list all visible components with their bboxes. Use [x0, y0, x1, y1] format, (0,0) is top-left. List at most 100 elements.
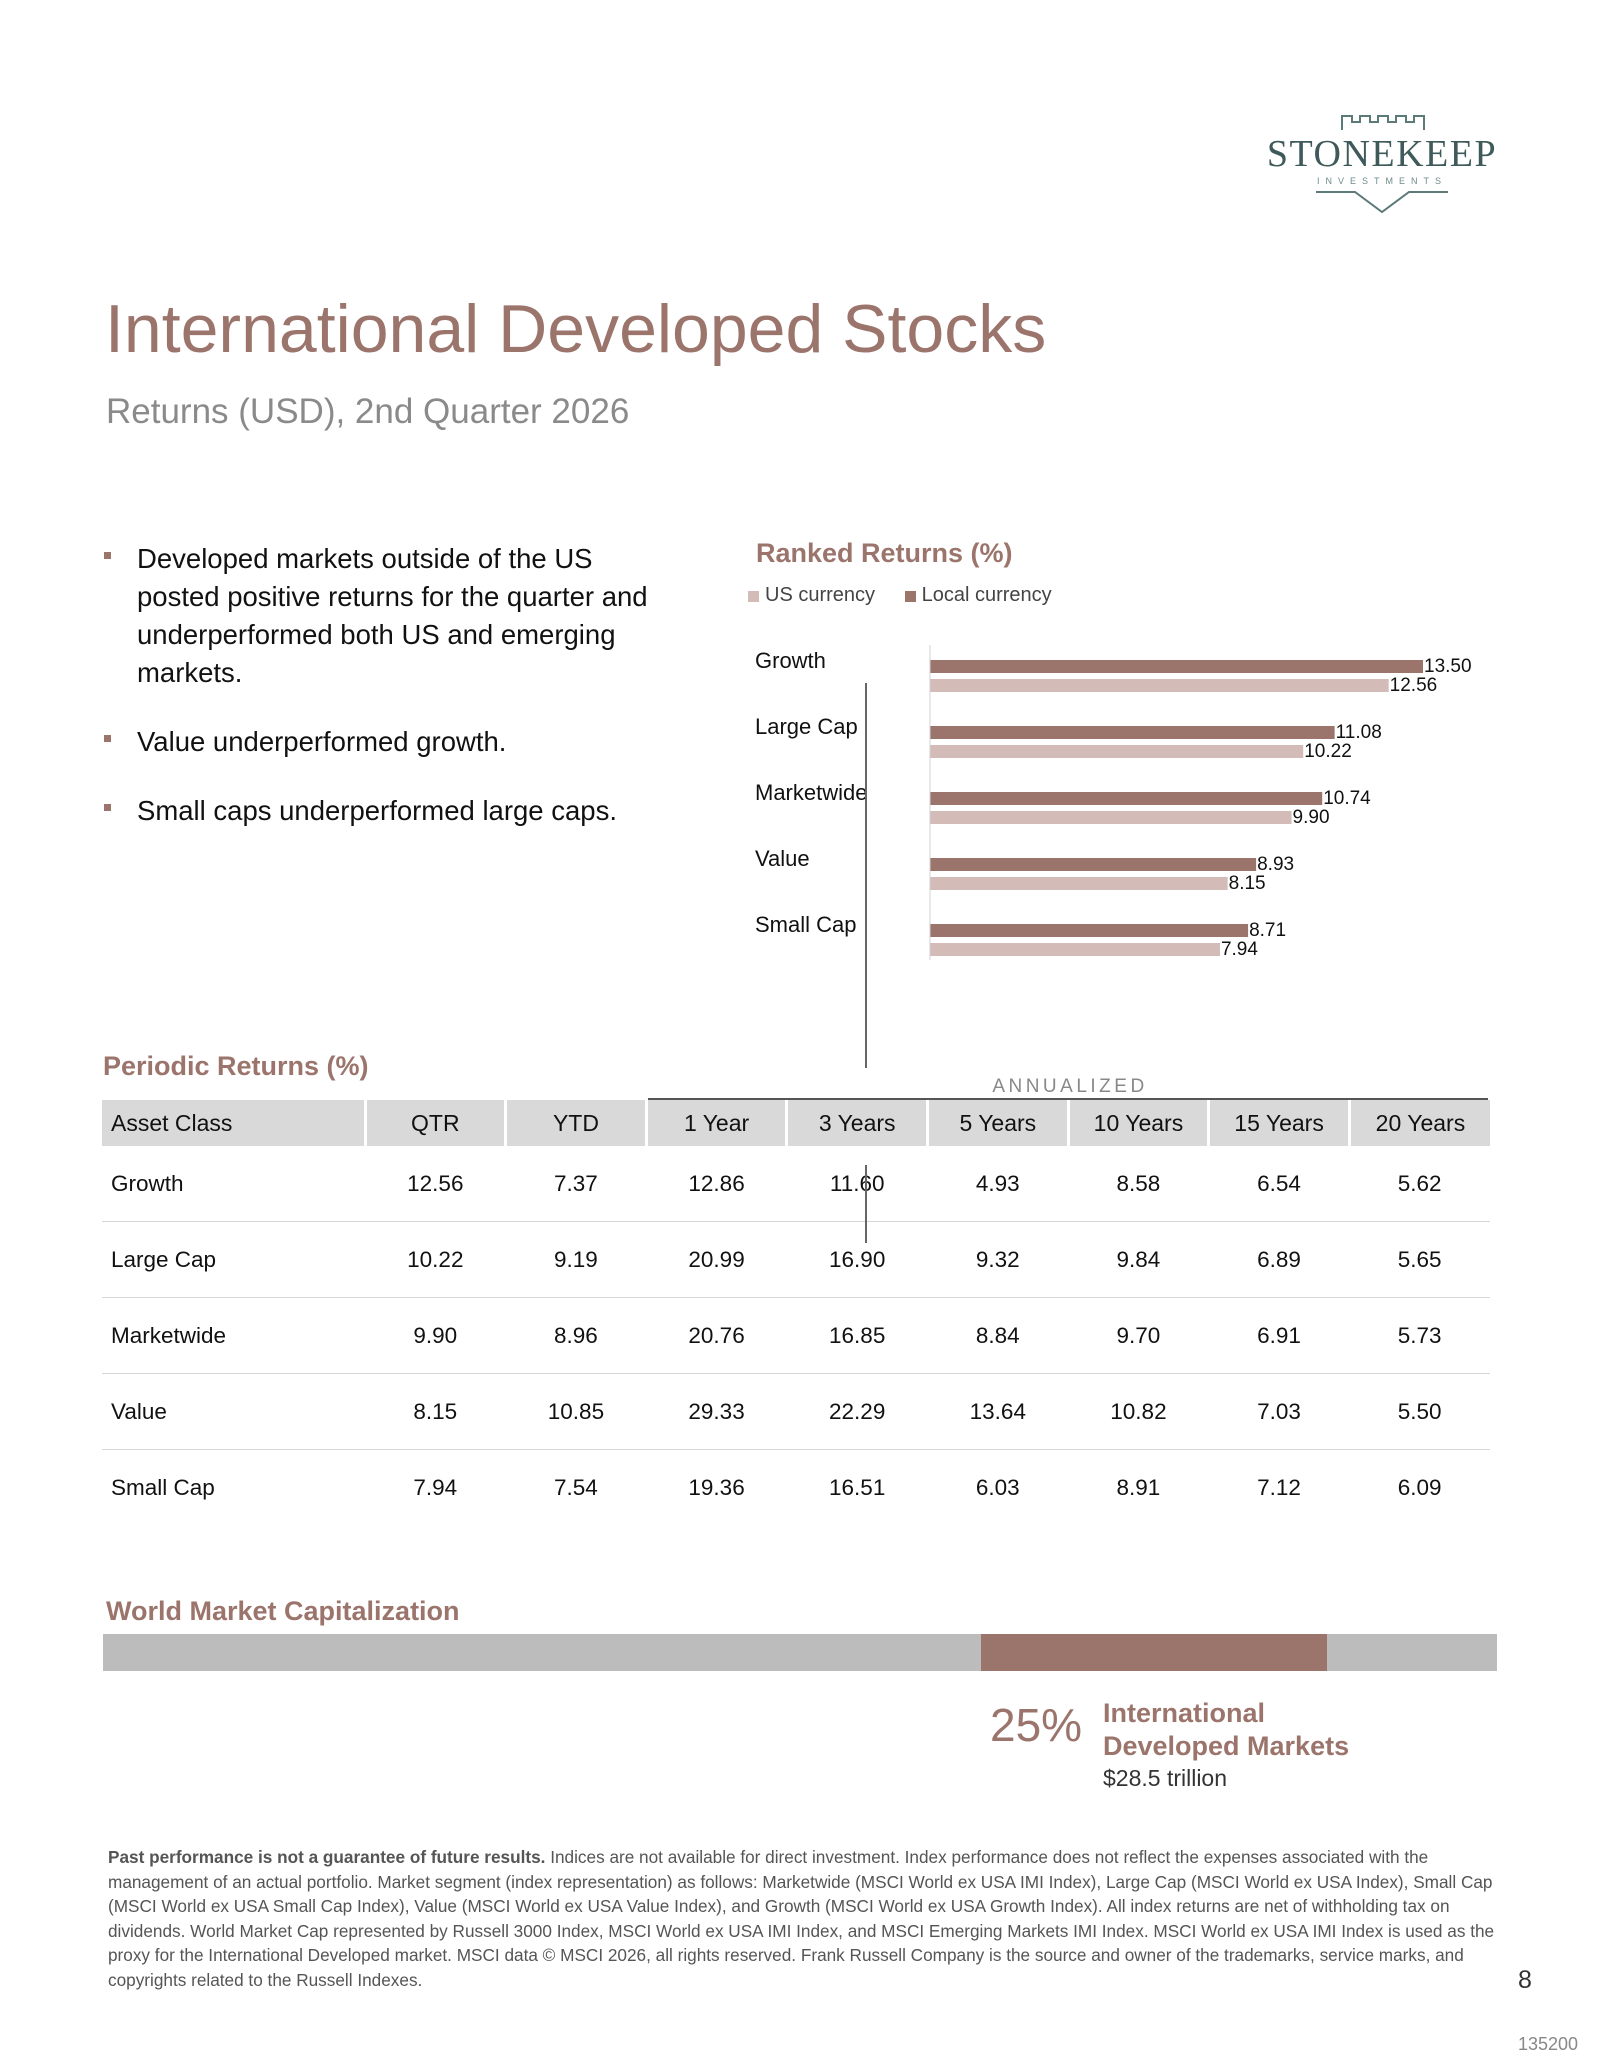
bullet-square-icon [104, 552, 111, 559]
asset-class-cell: Small Cap [111, 1474, 215, 1500]
return-cell: 8.91 [1116, 1474, 1161, 1500]
category-label: Value [755, 846, 810, 871]
bullet-item: Small caps underperformed large caps. [102, 792, 662, 830]
bar-us-currency [930, 679, 1389, 692]
logo-wordmark: STONEKEEP [1266, 133, 1498, 175]
category-label: Marketwide [755, 780, 867, 805]
column-header: 20 Years [1347, 1100, 1490, 1146]
bullet-item: Developed markets outside of the US post… [102, 540, 662, 692]
chart-axis-line [865, 683, 867, 1068]
castle-crest-icon [1316, 115, 1448, 214]
bar-us-currency [930, 877, 1228, 890]
world-market-cap-percent: 25% [990, 1699, 1083, 1751]
data-label: 10.22 [1304, 741, 1352, 762]
legend-swatch [904, 591, 916, 603]
return-cell: 7.03 [1208, 1373, 1350, 1450]
legend-label: Local currency [921, 584, 1052, 607]
column-header: Asset Class [102, 1100, 365, 1146]
page-title: International Developed Stocks [105, 291, 1047, 367]
return-cell: 20.76 [646, 1297, 787, 1374]
return-cell: 6.09 [1397, 1474, 1442, 1500]
page-subtitle: Returns (USD), 2nd Quarter 2026 [106, 392, 630, 431]
return-cell: 8.15 [365, 1373, 506, 1450]
bar-us-currency [930, 811, 1292, 824]
column-header: QTR [363, 1100, 506, 1146]
footnote-bold: Past performance is not a guarantee of f… [108, 1847, 546, 1867]
return-cell: 7.37 [505, 1146, 647, 1222]
column-header: YTD [504, 1100, 647, 1146]
legend-item-local-currency: Local currency [904, 584, 1052, 607]
bullet-text: Small caps underperformed large caps. [137, 795, 617, 826]
return-cell: 19.36 [688, 1474, 745, 1500]
return-cell: 13.64 [927, 1373, 1069, 1450]
return-cell: 7.94 [413, 1474, 458, 1500]
return-cell: 10.82 [1068, 1373, 1209, 1450]
chart-legend: US currency Local currency [748, 584, 1056, 607]
return-cell: 16.90 [786, 1221, 928, 1298]
return-cell: 12.56 [365, 1146, 506, 1222]
data-label: 13.50 [1424, 656, 1472, 677]
bar-local-currency [930, 792, 1323, 805]
asset-class-cell: Large Cap [102, 1221, 365, 1298]
periodic-returns-table: Asset Class QTR YTD 1 Year 3 Years 5 Years 10 … [102, 1100, 1490, 1525]
legend-item-us-currency: US currency [748, 584, 875, 607]
bar-us-currency [930, 745, 1304, 758]
return-cell: 5.62 [1349, 1146, 1490, 1222]
data-label: 8.93 [1257, 854, 1294, 875]
bar-local-currency [930, 858, 1257, 871]
column-header: 5 Years [926, 1100, 1069, 1146]
table-row: Large Cap 10.22 9.19 20.99 16.90 9.32 9.84 6.89… [102, 1221, 1490, 1298]
bar-local-currency [930, 660, 1423, 673]
return-cell: 22.29 [786, 1373, 928, 1450]
return-cell: 8.96 [505, 1297, 647, 1374]
return-cell: 8.84 [927, 1297, 1069, 1374]
document-id: 135200 [1518, 2034, 1579, 2054]
return-cell: 6.91 [1208, 1297, 1350, 1374]
asset-class-cell: Value [102, 1373, 365, 1450]
legend-label: US currency [765, 584, 876, 607]
return-cell: 7.12 [1257, 1474, 1301, 1500]
table-title: Periodic Returns (%) [103, 1051, 369, 1081]
data-label: 10.74 [1323, 788, 1371, 809]
table-row: Value 8.15 10.85 29.33 22.29 13.64 10.82 7.03 5.… [102, 1373, 1490, 1450]
return-cell: 9.90 [365, 1297, 506, 1374]
column-header: 15 Years [1207, 1100, 1350, 1146]
column-header: 10 Years [1066, 1100, 1209, 1146]
disclosure-footnote: Past performance is not a guarantee of f… [108, 1845, 1498, 1992]
bullet-item: Value underperformed growth. [102, 723, 662, 761]
logo-tagline: INVESTMENTS [1316, 176, 1447, 186]
page-number: 8 [1518, 1966, 1532, 1994]
return-cell: 11.60 [786, 1146, 928, 1222]
return-cell: 6.54 [1208, 1146, 1350, 1222]
annualized-label: ANNUALIZED [992, 1076, 1148, 1097]
legend-swatch [748, 591, 759, 603]
table-header-row: Asset Class QTR YTD 1 Year 3 Years 5 Years 10 … [102, 1100, 1490, 1146]
return-cell: 12.86 [646, 1146, 787, 1222]
table-row: Marketwide 9.90 8.96 20.76 16.85 8.84 9.70 6.91… [102, 1297, 1490, 1374]
asset-class-cell: Growth [102, 1146, 365, 1222]
international-developed-segment [981, 1634, 1327, 1671]
table-row: Growth 12.56 7.37 12.86 11.60 4.93 8.58 6.54 5.6… [102, 1146, 1490, 1222]
annualized-divider [648, 1098, 1488, 1100]
stonekeep-logo: STONEKEEP INVESTMENTS [1262, 108, 1502, 223]
data-label: 12.56 [1390, 675, 1438, 696]
world-market-cap-label: International Developed Markets [1103, 1698, 1350, 1761]
return-cell: 8.58 [1068, 1146, 1209, 1222]
return-cell: 29.33 [646, 1373, 787, 1450]
data-label: 8.15 [1229, 873, 1266, 894]
bar-local-currency [930, 924, 1249, 937]
table-body: Growth 12.56 7.37 12.86 11.60 4.93 8.58 6.54 5.6… [102, 1146, 1490, 1525]
return-cell: 16.51 [829, 1474, 886, 1500]
data-label: 7.94 [1221, 939, 1258, 960]
return-cell: 20.99 [646, 1221, 787, 1298]
asset-class-cell: Marketwide [102, 1297, 365, 1374]
category-label: Growth [755, 648, 826, 673]
footnote-text: Indices are not available for direct inv… [108, 1847, 1495, 1990]
category-label: Small Cap [755, 912, 856, 937]
return-cell: 7.54 [554, 1474, 598, 1500]
bullet-square-icon [104, 735, 111, 742]
bullet-square-icon [104, 804, 111, 811]
world-market-cap-value: $28.5 trillion [1103, 1765, 1228, 1791]
return-cell: 4.93 [927, 1146, 1069, 1222]
